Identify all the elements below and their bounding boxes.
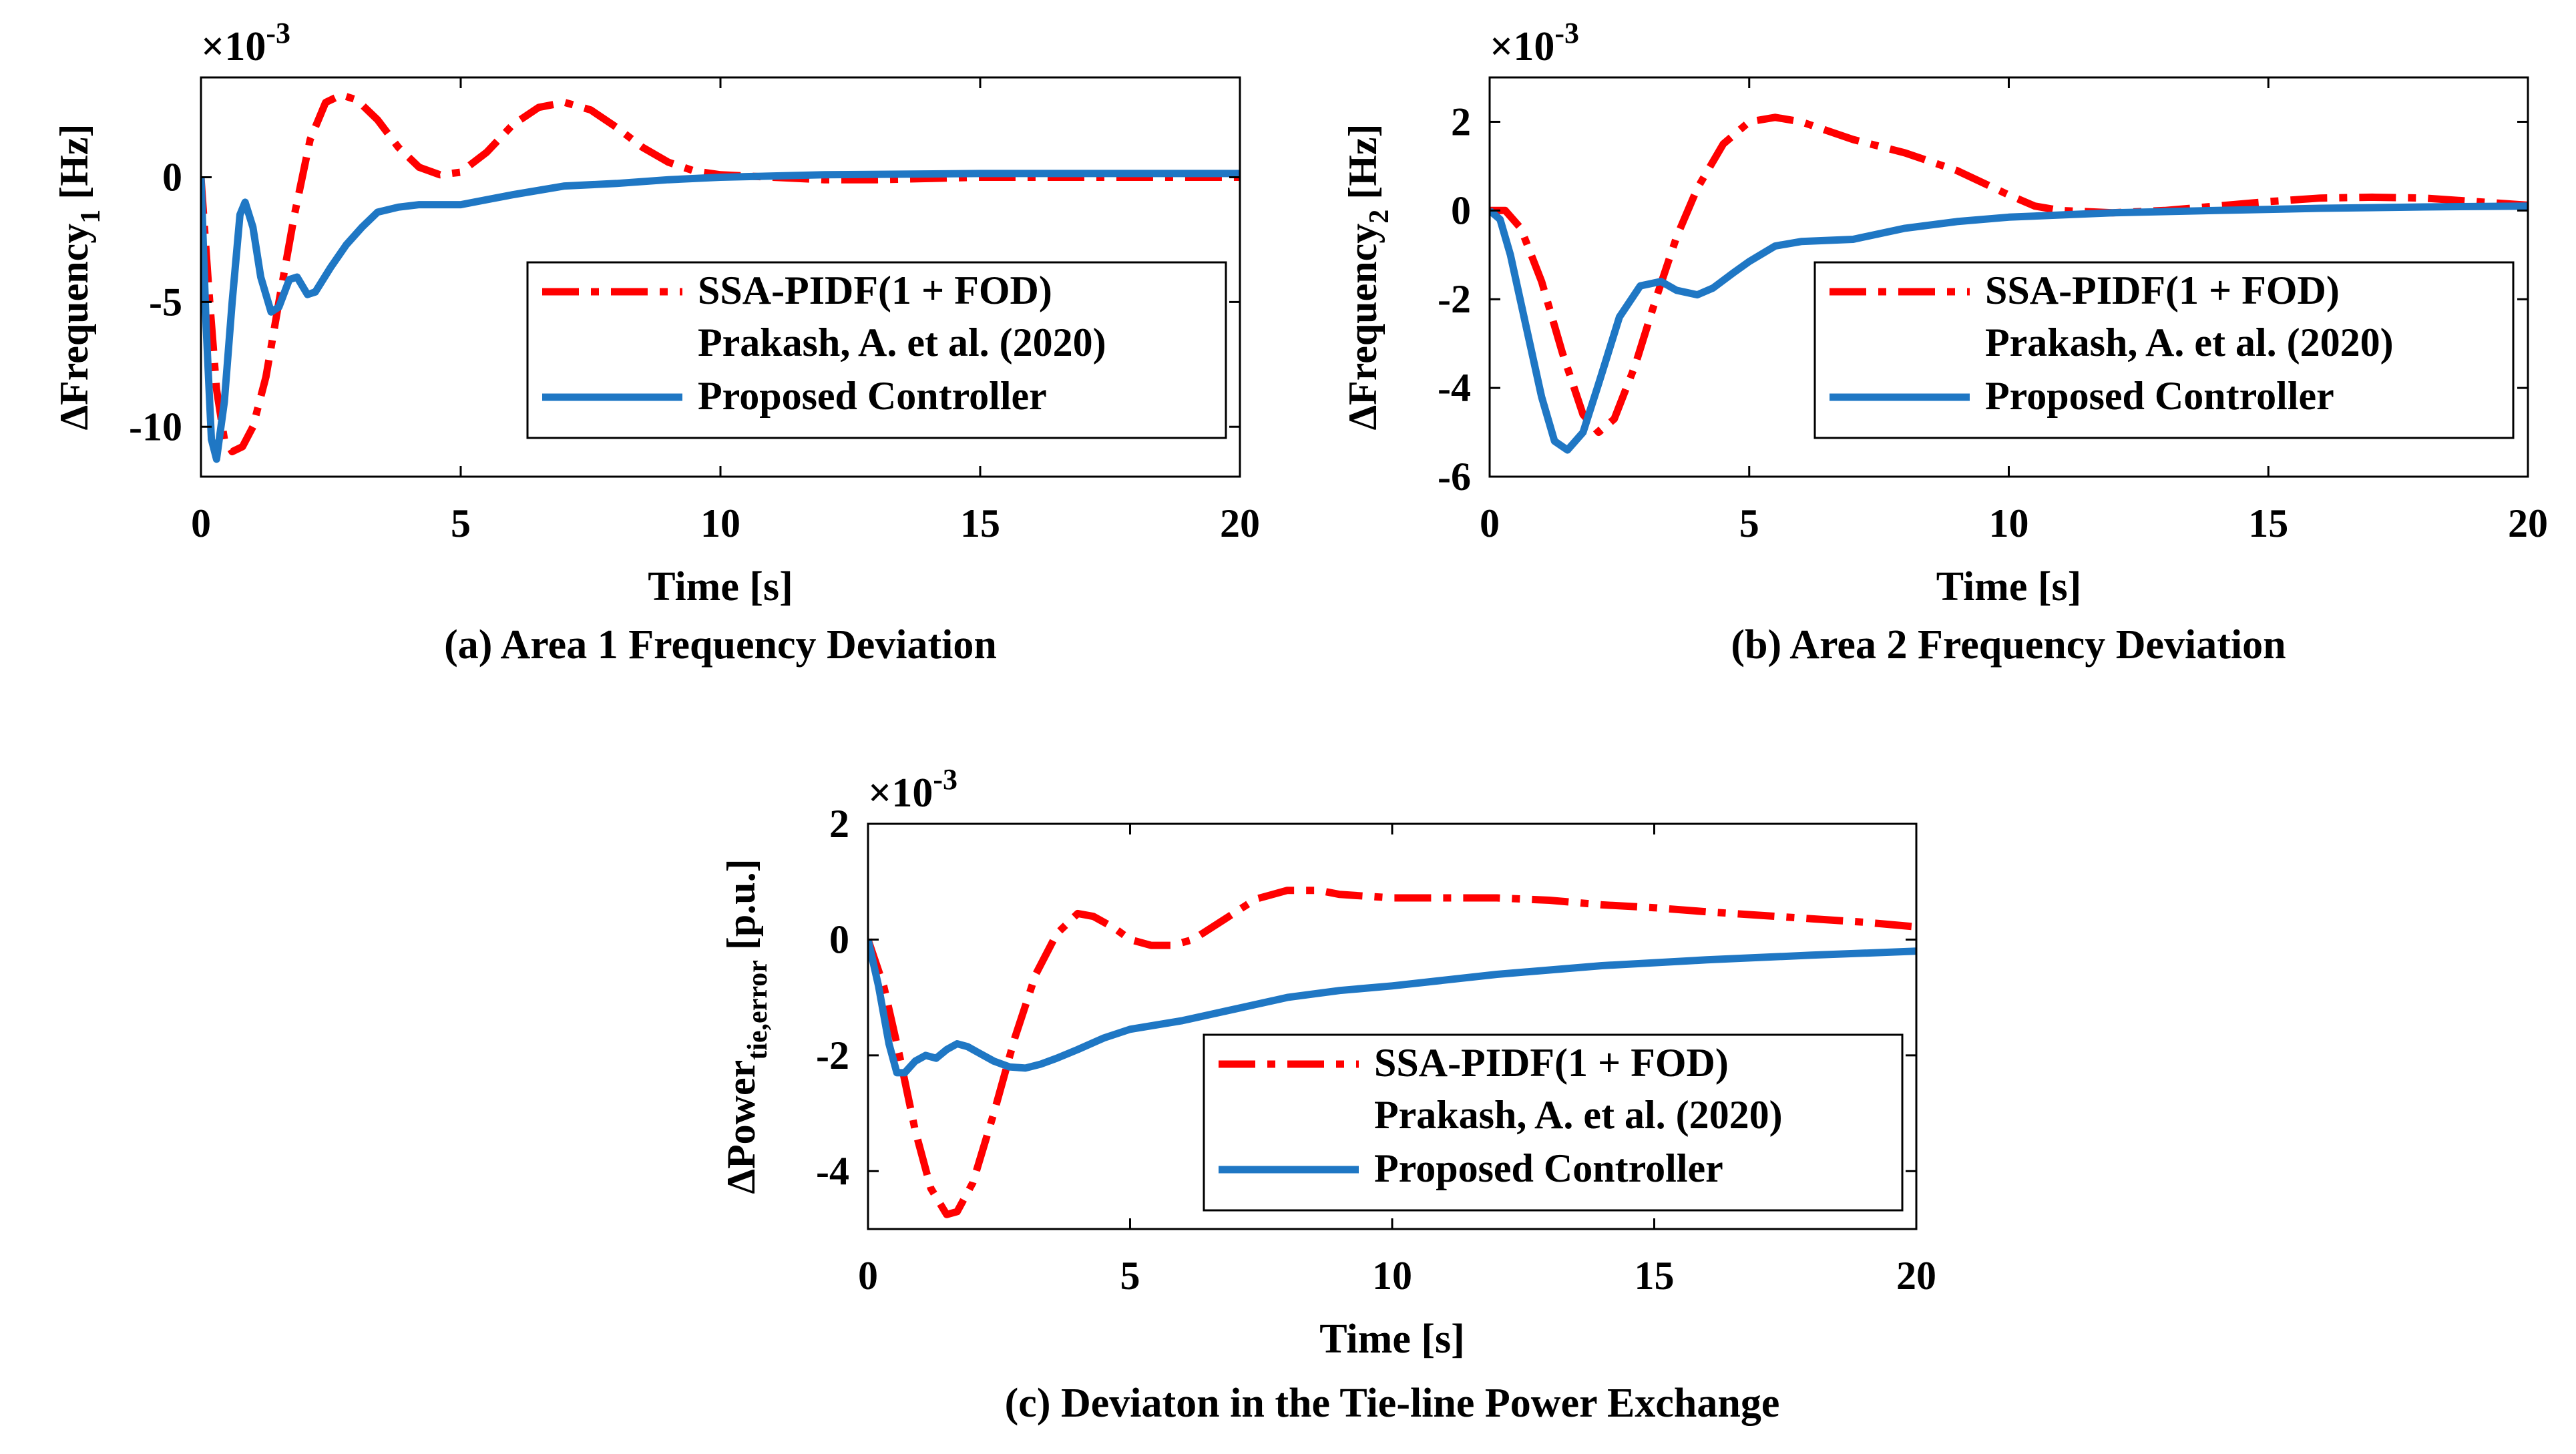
axis-multiplier: ×10-3 [1490, 17, 1579, 69]
x-tick-label: 20 [1896, 1254, 1936, 1298]
axis-multiplier-base: ×10 [201, 24, 266, 69]
y-axis-label: ΔPowertie,error [p.u.] [719, 859, 773, 1194]
y-tick-label: 0 [1451, 188, 1471, 232]
axis-multiplier-base: ×10 [868, 770, 933, 816]
legend-label-proposed-controller: Proposed Controller [1985, 374, 2334, 418]
y-tick-label: 2 [829, 802, 849, 846]
x-tick-label: 15 [2248, 501, 2288, 545]
series-line-proposed-controller [868, 939, 1916, 1077]
legend-label-proposed-controller: Proposed Controller [1374, 1146, 1723, 1190]
legend: SSA-PIDF(1 + FOD) Prakash, A. et al. (202… [1813, 261, 2515, 439]
y-axis-label: ΔFrequency2 [Hz] [1341, 124, 1395, 430]
x-tick-label: 10 [700, 501, 740, 545]
x-axis-label: Time [s] [1936, 564, 2082, 610]
y-tick-label: -10 [129, 405, 182, 449]
y-tick-label: -6 [1438, 455, 1471, 499]
y-axis-label-unit: [p.u.] [719, 859, 763, 960]
y-tick-label: -4 [1438, 366, 1471, 410]
y-axis-label: ΔFrequency1 [Hz] [52, 124, 106, 430]
series-line-ssa-pidf [868, 887, 1916, 1218]
x-tick-label: 20 [1220, 501, 1260, 545]
axis-multiplier-exponent: -3 [266, 17, 290, 49]
series-line-ssa-pidf [201, 91, 1240, 456]
x-axis-label: Time [s] [648, 564, 793, 610]
x-tick-label: 20 [2508, 501, 2548, 545]
chart-0: 0 5 10 15 20 -10 -5 0 ×10-3 ΔFrequency1 [Hz] Time … [52, 17, 1260, 668]
axis-multiplier-base: ×10 [1490, 24, 1554, 69]
y-axis-label-main: ΔPower [719, 1060, 763, 1194]
legend-label-proposed-controller: Proposed Controller [698, 374, 1047, 418]
y-axis-label-subscript: tie,error [742, 960, 773, 1060]
x-tick-label: 5 [1120, 1254, 1140, 1298]
x-tick-label: 10 [1989, 501, 2029, 545]
series-line-ssa-pidf [1490, 113, 2528, 437]
y-axis-label-subscript: 2 [1364, 210, 1395, 224]
y-tick-label: 0 [162, 156, 182, 200]
chart-caption: (c) Deviaton in the Tie-line Power Excha… [1005, 1381, 1780, 1426]
y-tick-label: -2 [1438, 277, 1471, 321]
legend-label-ssa-pidf: SSA-PIDF(1 + FOD) [1985, 268, 2340, 312]
chart-caption: (a) Area 1 Frequency Deviation [444, 622, 997, 668]
x-tick-label: 5 [1739, 501, 1759, 545]
axis-multiplier: ×10-3 [868, 763, 957, 816]
y-axis-label-main: ΔFrequency [1341, 224, 1385, 431]
axis-multiplier: ×10-3 [201, 17, 290, 69]
y-axis-label-unit: [Hz] [52, 124, 96, 209]
x-tick-label: 0 [1480, 501, 1500, 545]
x-tick-label: 0 [191, 501, 211, 545]
y-axis-label-unit: [Hz] [1341, 124, 1385, 209]
legend-label-ssa-pidf: SSA-PIDF(1 + FOD) [1374, 1041, 1729, 1085]
y-tick-label: -2 [816, 1033, 849, 1077]
legend-label-ssa-pidf-citation: Prakash, A. et al. (2020) [1374, 1093, 1783, 1137]
axis-multiplier-exponent: -3 [1554, 17, 1579, 49]
x-tick-label: 15 [1635, 1254, 1675, 1298]
legend: SSA-PIDF(1 + FOD) Prakash, A. et al. (202… [526, 261, 1227, 439]
x-tick-label: 5 [451, 501, 471, 545]
legend: SSA-PIDF(1 + FOD) Prakash, A. et al. (202… [1203, 1033, 1904, 1212]
y-tick-label: 2 [1451, 99, 1471, 144]
x-tick-label: 15 [960, 501, 1000, 545]
chart-2: 0 5 10 15 20 -4 -2 0 2 ×10-3 ΔPowertie,error [p.u.… [719, 763, 1936, 1426]
x-axis-label: Time [s] [1319, 1316, 1465, 1362]
axis-multiplier-exponent: -3 [933, 763, 957, 796]
legend-label-ssa-pidf: SSA-PIDF(1 + FOD) [698, 268, 1052, 312]
x-tick-label: 0 [858, 1254, 878, 1298]
y-axis-label-subscript: 1 [75, 210, 106, 224]
legend-label-ssa-pidf-citation: Prakash, A. et al. (2020) [698, 320, 1106, 365]
legend-label-ssa-pidf-citation: Prakash, A. et al. (2020) [1985, 320, 2394, 365]
series-line-proposed-controller [1490, 202, 2528, 454]
y-tick-label: -4 [816, 1149, 849, 1193]
y-axis-label-main: ΔFrequency [52, 224, 96, 431]
chart-caption: (b) Area 2 Frequency Deviation [1731, 622, 2286, 668]
y-tick-label: 0 [829, 917, 849, 961]
series-line-proposed-controller [201, 170, 1240, 463]
y-tick-label: -5 [149, 280, 182, 324]
x-tick-label: 10 [1372, 1254, 1412, 1298]
